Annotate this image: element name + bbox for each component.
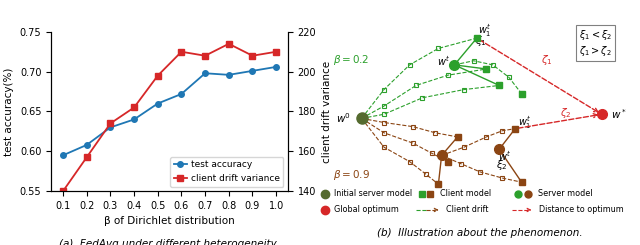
test accuracy (273, 65, 280, 68)
client drift variance (202, 54, 209, 57)
test accuracy (131, 118, 138, 121)
Text: $\beta=0.9$: $\beta=0.9$ (333, 168, 370, 182)
Text: (a)  FedAvg under different heterogeneity.: (a) FedAvg under different heterogeneity… (60, 239, 280, 245)
Text: $w^0$: $w^0$ (337, 111, 351, 125)
Y-axis label: client drift variance: client drift variance (322, 61, 332, 162)
Text: $w^*$: $w^*$ (611, 107, 627, 121)
Text: (b)  Illustration about the phenomenon.: (b) Illustration about the phenomenon. (377, 229, 583, 238)
test accuracy (83, 144, 91, 147)
client drift variance (178, 50, 186, 53)
test accuracy (225, 74, 233, 76)
client drift variance (225, 42, 233, 45)
Text: Client model: Client model (440, 189, 491, 198)
Line: client drift variance: client drift variance (60, 41, 279, 194)
Text: $w_1^t$: $w_1^t$ (479, 23, 492, 39)
test accuracy (60, 154, 67, 157)
test accuracy (106, 126, 115, 129)
Text: $\xi_2$: $\xi_2$ (496, 158, 508, 172)
Text: Server model: Server model (538, 189, 592, 198)
Text: $\xi_1 < \xi_2$
$\zeta_1 > \zeta_2$: $\xi_1 < \xi_2$ $\zeta_1 > \zeta_2$ (579, 28, 612, 58)
X-axis label: β of Dirichlet distribution: β of Dirichlet distribution (104, 216, 235, 226)
test accuracy (154, 102, 162, 105)
Legend: test accuracy, client drift variance: test accuracy, client drift variance (170, 157, 284, 187)
client drift variance (60, 190, 67, 193)
Text: $\xi_1$: $\xi_1$ (475, 34, 487, 48)
client drift variance (131, 106, 138, 109)
client drift variance (273, 50, 280, 53)
client drift variance (106, 122, 115, 125)
Text: Initial server model: Initial server model (334, 189, 413, 198)
test accuracy (249, 69, 257, 72)
test accuracy (202, 72, 209, 75)
Y-axis label: test accuracy(%): test accuracy(%) (4, 67, 14, 156)
client drift variance (83, 156, 91, 159)
client drift variance (249, 54, 257, 57)
Text: Client drift: Client drift (447, 206, 489, 214)
test accuracy (178, 93, 186, 96)
Text: $w^t$: $w^t$ (498, 149, 511, 163)
Text: Global optimum: Global optimum (334, 206, 399, 214)
Text: $w_1^t$: $w_1^t$ (518, 114, 532, 131)
Text: $\zeta_2$: $\zeta_2$ (560, 106, 572, 120)
client drift variance (154, 74, 162, 77)
Text: $\beta=0.2$: $\beta=0.2$ (333, 53, 369, 67)
Text: Distance to optimum: Distance to optimum (540, 206, 624, 214)
Text: $\zeta_1$: $\zeta_1$ (541, 53, 552, 67)
Text: $w^t$: $w^t$ (437, 54, 450, 68)
Line: test accuracy: test accuracy (60, 64, 279, 158)
